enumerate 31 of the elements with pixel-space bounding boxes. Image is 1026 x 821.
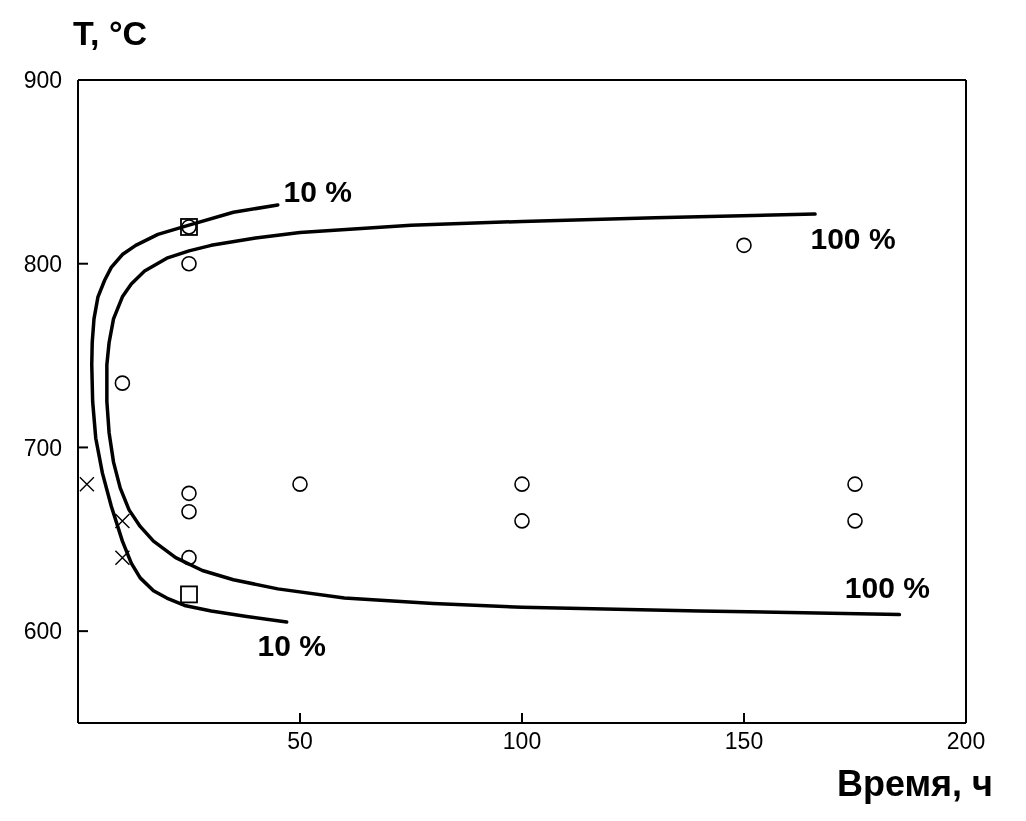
- point: [181, 485, 197, 502]
- y-tick-label: 600: [23, 618, 62, 645]
- x-tick-label: 100: [502, 728, 542, 755]
- annotation: 10 %: [257, 629, 326, 663]
- point: [114, 375, 131, 391]
- point: [736, 237, 752, 254]
- x-axis-title: Время, ч: [836, 763, 993, 804]
- y-tick-label: 900: [23, 67, 62, 94]
- point: [180, 585, 198, 604]
- point: [292, 476, 308, 492]
- x-tick-label: 150: [724, 728, 764, 755]
- point: [114, 549, 131, 566]
- y-axis-title: T, °C: [73, 14, 148, 52]
- point: [514, 476, 530, 492]
- x-tick-label: 200: [946, 728, 986, 755]
- y-tick-label: 800: [23, 250, 62, 277]
- line-series: [90, 203, 289, 624]
- annotation: 100 %: [810, 221, 896, 255]
- point: [181, 255, 197, 272]
- point: [79, 476, 95, 492]
- point: [514, 513, 530, 529]
- line-series: [105, 212, 902, 617]
- x-tick-label: 50: [287, 728, 313, 755]
- point: [181, 549, 197, 566]
- point: [181, 503, 197, 520]
- annotation: 10 %: [283, 175, 352, 209]
- point: [847, 513, 863, 529]
- y-tick-label: 700: [23, 434, 62, 461]
- annotation: 100 %: [844, 571, 930, 605]
- point: [114, 513, 131, 529]
- point: [847, 476, 863, 492]
